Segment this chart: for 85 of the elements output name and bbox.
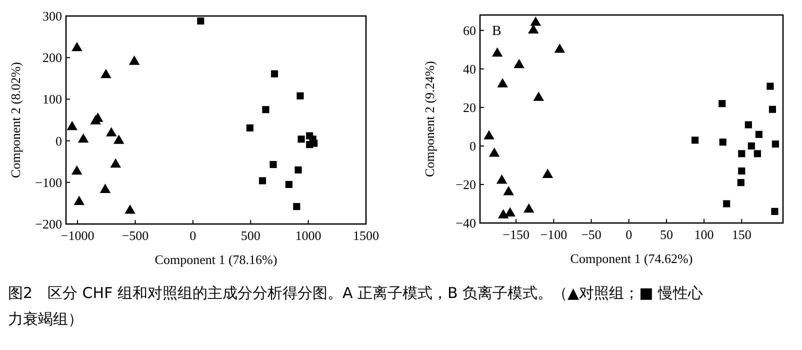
point	[723, 200, 730, 208]
point	[113, 134, 124, 144]
x-axis-title: Component 1 (78.16%)	[154, 252, 278, 267]
point	[90, 115, 101, 124]
point	[514, 58, 524, 68]
point	[293, 202, 300, 210]
x-tick-label: 100	[694, 227, 714, 242]
x-tick-label: 150	[732, 227, 752, 242]
point	[528, 24, 539, 34]
point	[542, 168, 554, 178]
point	[691, 136, 699, 144]
point	[197, 17, 204, 25]
y-tick-label: 100	[42, 92, 62, 107]
point	[498, 209, 509, 218]
x-tick-label: −1000	[60, 228, 94, 243]
point	[744, 121, 752, 128]
point	[738, 150, 746, 158]
point	[738, 167, 746, 175]
y-tick-label: 20	[463, 100, 476, 115]
y-tick-label: 60	[463, 22, 476, 38]
point	[124, 204, 136, 214]
point	[504, 207, 516, 216]
point	[298, 136, 305, 143]
x-tick-label: −500	[122, 228, 149, 243]
y-axis-title: Component 2 (8.02%)	[8, 62, 23, 178]
point	[530, 16, 542, 26]
point	[128, 56, 140, 65]
point	[533, 92, 544, 101]
point	[497, 78, 508, 88]
point	[768, 106, 776, 113]
y-tick-label: 40	[463, 61, 476, 76]
point	[110, 158, 121, 168]
point	[270, 160, 277, 168]
point	[294, 166, 302, 174]
point	[285, 180, 292, 188]
x-tick-label: −50	[581, 227, 602, 242]
point	[262, 106, 270, 114]
point	[78, 133, 89, 143]
x-tick-label: 0	[626, 227, 632, 242]
y-tick-label: −100	[35, 174, 62, 190]
point	[771, 208, 778, 215]
y-tick-label: 300	[42, 8, 62, 24]
point	[772, 140, 780, 148]
point	[258, 177, 266, 184]
y-axis-title: Component 2 (9.24%)	[422, 61, 437, 177]
text: B	[492, 24, 502, 39]
point	[100, 184, 111, 193]
point	[718, 100, 726, 108]
point	[106, 127, 117, 136]
y-tick-label: 200	[42, 50, 62, 66]
point	[748, 142, 755, 150]
y-tick-label: 0	[56, 133, 62, 148]
x-tick-label: 1000	[295, 228, 322, 243]
point	[74, 196, 85, 206]
point	[488, 147, 500, 157]
point	[246, 124, 254, 132]
y-tick-label: −20	[456, 176, 476, 192]
point	[496, 174, 508, 184]
x-tick-label: 50	[660, 227, 673, 242]
point	[296, 92, 304, 100]
point	[766, 82, 774, 90]
x-axis-title: Component 1 (74.62%)	[570, 251, 693, 266]
point	[719, 138, 726, 146]
point	[484, 130, 494, 140]
caption: 图2 区分 CHF 组和对照组的主成分分析得分图。A 正离子模式，B 负离子模式。（▲对照组；■ 慢性心力衰竭组）	[8, 284, 704, 328]
x-tick-label: 1500	[353, 228, 379, 243]
point	[755, 130, 762, 138]
y-tick-label: −40	[456, 216, 476, 230]
x-tick-label: −150	[502, 227, 530, 242]
point	[554, 43, 566, 53]
point	[754, 150, 761, 158]
x-tick-label: 500	[240, 228, 260, 243]
point	[270, 70, 278, 78]
y-tick-label: 0	[470, 138, 476, 154]
point	[492, 47, 503, 57]
point	[100, 68, 112, 78]
point	[737, 179, 744, 186]
x-tick-label: 0	[190, 228, 196, 243]
x-tick-label: −100	[540, 227, 568, 242]
point	[503, 186, 514, 196]
point	[66, 120, 78, 130]
point	[524, 203, 534, 213]
y-tick-label: −200	[35, 216, 62, 232]
point	[71, 165, 82, 175]
point	[72, 42, 82, 52]
